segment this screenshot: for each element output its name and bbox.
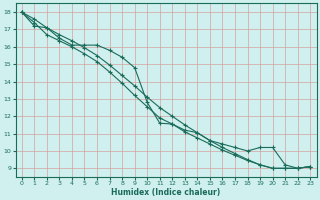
X-axis label: Humidex (Indice chaleur): Humidex (Indice chaleur) [111,188,221,197]
